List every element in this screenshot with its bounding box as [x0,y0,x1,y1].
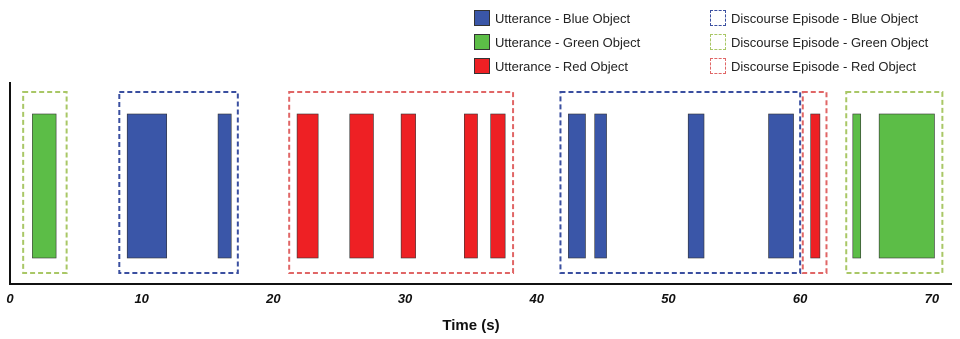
utterance-bar-red-12 [810,113,821,259]
x-tick-label-70: 70 [925,291,940,306]
x-axis-label: Time (s) [442,317,499,334]
legend-swatch-red-episode [710,58,726,74]
x-tick-label-60: 60 [793,291,808,306]
x-tick-label-50: 50 [661,291,676,306]
legend-item-episode-green: Discourse Episode - Green Object [710,30,928,54]
legend-label: Discourse Episode - Blue Object [731,10,919,26]
legend-label: Utterance - Green Object [495,34,641,50]
x-ticks: 0 10 20 30 40 50 60 70 [6,291,939,306]
legend-swatch-green [474,34,490,50]
episode-box-blue-3 [559,91,802,274]
utterance-bar-blue-2 [217,113,232,259]
utterance-bar-blue-11 [768,113,794,259]
utterance-bar-red-3 [296,113,319,259]
legend-col-episode: Discourse Episode - Blue Object Discours… [710,6,928,78]
legend-swatch-blue-episode [710,10,726,26]
x-tick-label-0: 0 [6,291,14,306]
utterance-bar-blue-9 [594,113,607,259]
x-tick-label-20: 20 [265,291,281,306]
utterances-layer [32,113,935,259]
utterance-bar-red-6 [464,113,478,259]
utterance-bar-blue-1 [126,113,168,259]
utterance-bar-red-7 [490,113,506,259]
x-tick-label-10: 10 [134,291,149,306]
legend-swatch-red [474,58,490,74]
utterance-bar-green-13 [852,113,862,259]
utterance-bar-blue-10 [687,113,705,259]
legend-label: Discourse Episode - Red Object [731,58,916,74]
utterance-bar-red-4 [349,113,374,259]
episode-box-red-2 [288,91,515,274]
legend-label: Discourse Episode - Green Object [731,34,929,50]
utterance-bar-green-0 [32,113,57,259]
x-tick-label-40: 40 [529,291,545,306]
utterance-bar-red-5 [400,113,416,259]
legend-label: Utterance - Blue Object [495,10,631,26]
utterance-bar-green-14 [878,113,935,259]
legend-item-utterance-blue: Utterance - Blue Object [474,6,640,30]
legend-swatch-blue [474,10,490,26]
episodes-layer [22,91,944,274]
legend-item-utterance-green: Utterance - Green Object [474,30,640,54]
episode-box-green-5 [845,91,944,274]
legend-item-episode-red: Discourse Episode - Red Object [710,54,928,78]
legend-item-episode-blue: Discourse Episode - Blue Object [710,6,928,30]
legend-item-utterance-red: Utterance - Red Object [474,54,640,78]
utterance-bar-blue-8 [568,113,586,259]
x-tick-label-30: 30 [398,291,413,306]
episode-box-blue-1 [118,91,239,274]
legend-col-utterance: Utterance - Blue Object Utterance - Gree… [474,6,640,78]
episode-box-red-4 [801,91,828,274]
legend-swatch-green-episode [710,34,726,50]
legend-label: Utterance - Red Object [495,58,628,74]
